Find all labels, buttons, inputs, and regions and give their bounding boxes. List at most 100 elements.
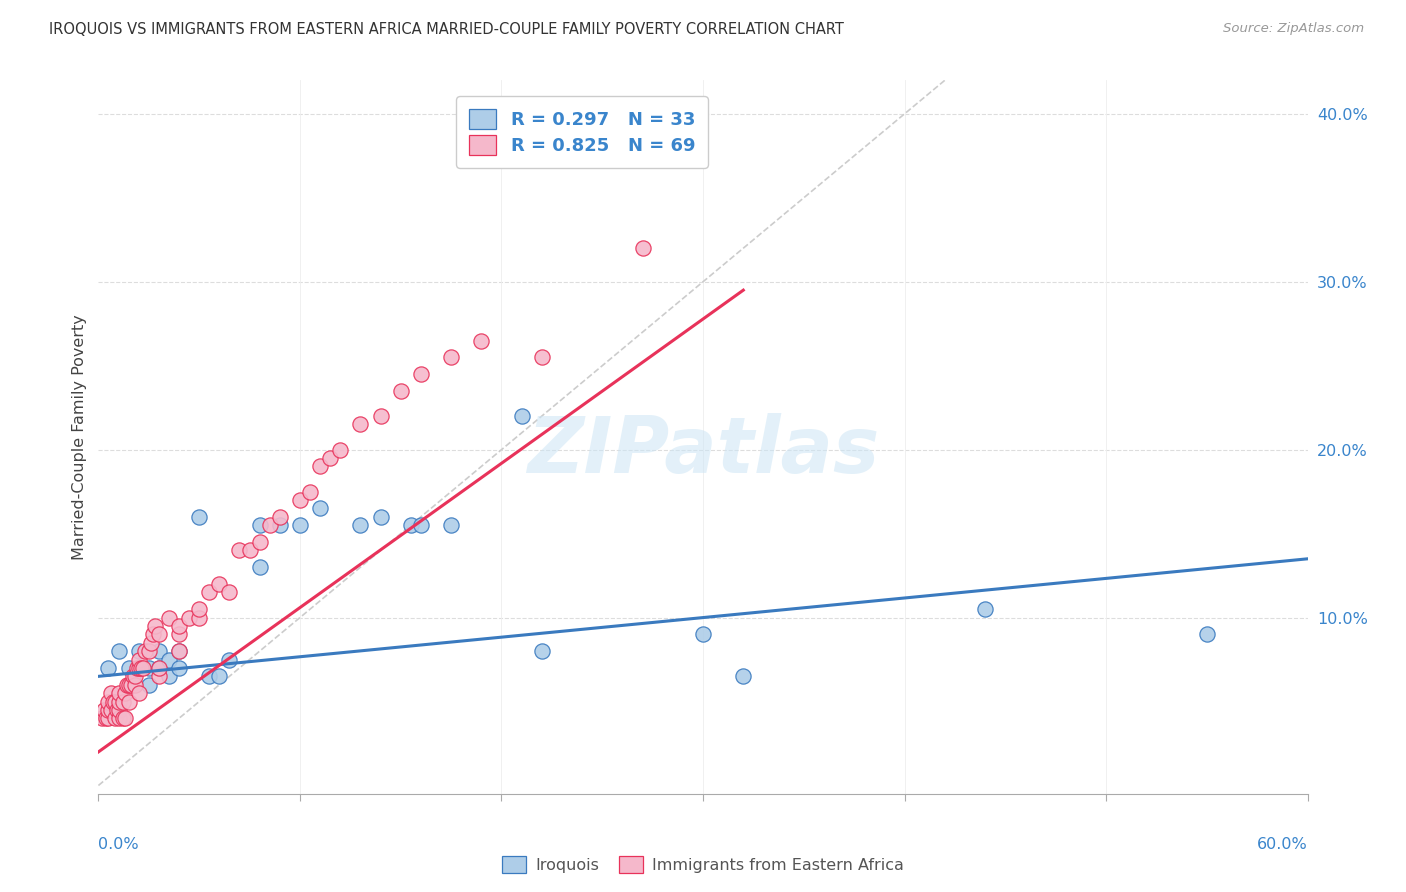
Legend: Iroquois, Immigrants from Eastern Africa: Iroquois, Immigrants from Eastern Africa	[495, 849, 911, 880]
Point	[97, 703, 120, 717]
Point	[128, 686, 150, 700]
Point	[208, 669, 231, 683]
Point	[309, 459, 332, 474]
Point	[288, 518, 311, 533]
Point	[132, 661, 155, 675]
Text: ZIPatlas: ZIPatlas	[527, 413, 879, 490]
Point	[124, 669, 146, 683]
Point	[188, 610, 211, 624]
Point	[409, 518, 432, 533]
Point	[111, 694, 134, 708]
Point	[370, 509, 392, 524]
Point	[530, 644, 553, 658]
Point	[129, 661, 152, 675]
Point	[107, 703, 129, 717]
Point	[121, 669, 143, 683]
Text: Source: ZipAtlas.com: Source: ZipAtlas.com	[1223, 22, 1364, 36]
Point	[125, 661, 148, 675]
Point	[167, 661, 190, 675]
Point	[103, 711, 125, 725]
Point	[107, 686, 129, 700]
Point	[128, 661, 150, 675]
Point	[101, 694, 124, 708]
Point	[134, 644, 156, 658]
Point	[349, 417, 371, 432]
Point	[97, 711, 120, 725]
Point	[167, 644, 190, 658]
Point	[157, 610, 180, 624]
Point	[148, 644, 170, 658]
Point	[118, 694, 141, 708]
Point	[288, 493, 311, 508]
Point	[167, 644, 190, 658]
Point	[107, 694, 129, 708]
Point	[269, 518, 291, 533]
Point	[114, 711, 136, 725]
Point	[329, 442, 352, 457]
Point	[228, 543, 250, 558]
Point	[167, 627, 190, 641]
Point	[139, 636, 162, 650]
Point	[309, 501, 332, 516]
Point	[259, 518, 281, 533]
Point	[218, 652, 240, 666]
Point	[148, 627, 170, 641]
Point	[269, 509, 291, 524]
Point	[128, 652, 150, 666]
Point	[409, 367, 432, 381]
Point	[208, 577, 231, 591]
Point	[349, 518, 371, 533]
Point	[107, 644, 129, 658]
Point	[179, 610, 201, 624]
Point	[249, 535, 271, 549]
Point	[148, 669, 170, 683]
Point	[157, 669, 180, 683]
Y-axis label: Married-Couple Family Poverty: Married-Couple Family Poverty	[72, 314, 87, 560]
Point	[120, 678, 142, 692]
Point	[115, 678, 138, 692]
Point	[148, 661, 170, 675]
Point	[440, 351, 463, 365]
Point	[1195, 627, 1218, 641]
Point	[510, 409, 533, 423]
Point	[218, 585, 240, 599]
Point	[389, 384, 412, 398]
Point	[440, 518, 463, 533]
Point	[142, 627, 165, 641]
Point	[143, 619, 166, 633]
Point	[97, 694, 120, 708]
Point	[530, 351, 553, 365]
Point	[118, 661, 141, 675]
Point	[319, 451, 342, 466]
Point	[128, 661, 150, 675]
Point	[91, 711, 114, 725]
Point	[198, 669, 221, 683]
Point	[692, 627, 714, 641]
Point	[138, 644, 160, 658]
Point	[93, 703, 115, 717]
Point	[114, 686, 136, 700]
Point	[97, 661, 120, 675]
Point	[100, 703, 122, 717]
Point	[631, 241, 654, 255]
Point	[249, 518, 271, 533]
Point	[148, 661, 170, 675]
Point	[118, 678, 141, 692]
Point	[399, 518, 422, 533]
Point	[198, 585, 221, 599]
Point	[239, 543, 262, 558]
Point	[167, 619, 190, 633]
Point	[105, 703, 128, 717]
Text: 60.0%: 60.0%	[1257, 837, 1308, 852]
Legend: R = 0.297   N = 33, R = 0.825   N = 69: R = 0.297 N = 33, R = 0.825 N = 69	[457, 96, 707, 168]
Point	[157, 652, 180, 666]
Point	[103, 694, 125, 708]
Point	[370, 409, 392, 423]
Point	[100, 686, 122, 700]
Text: IROQUOIS VS IMMIGRANTS FROM EASTERN AFRICA MARRIED-COUPLE FAMILY POVERTY CORRELA: IROQUOIS VS IMMIGRANTS FROM EASTERN AFRI…	[49, 22, 844, 37]
Point	[138, 678, 160, 692]
Text: 0.0%: 0.0%	[98, 837, 139, 852]
Point	[733, 669, 755, 683]
Point	[107, 711, 129, 725]
Point	[470, 334, 492, 348]
